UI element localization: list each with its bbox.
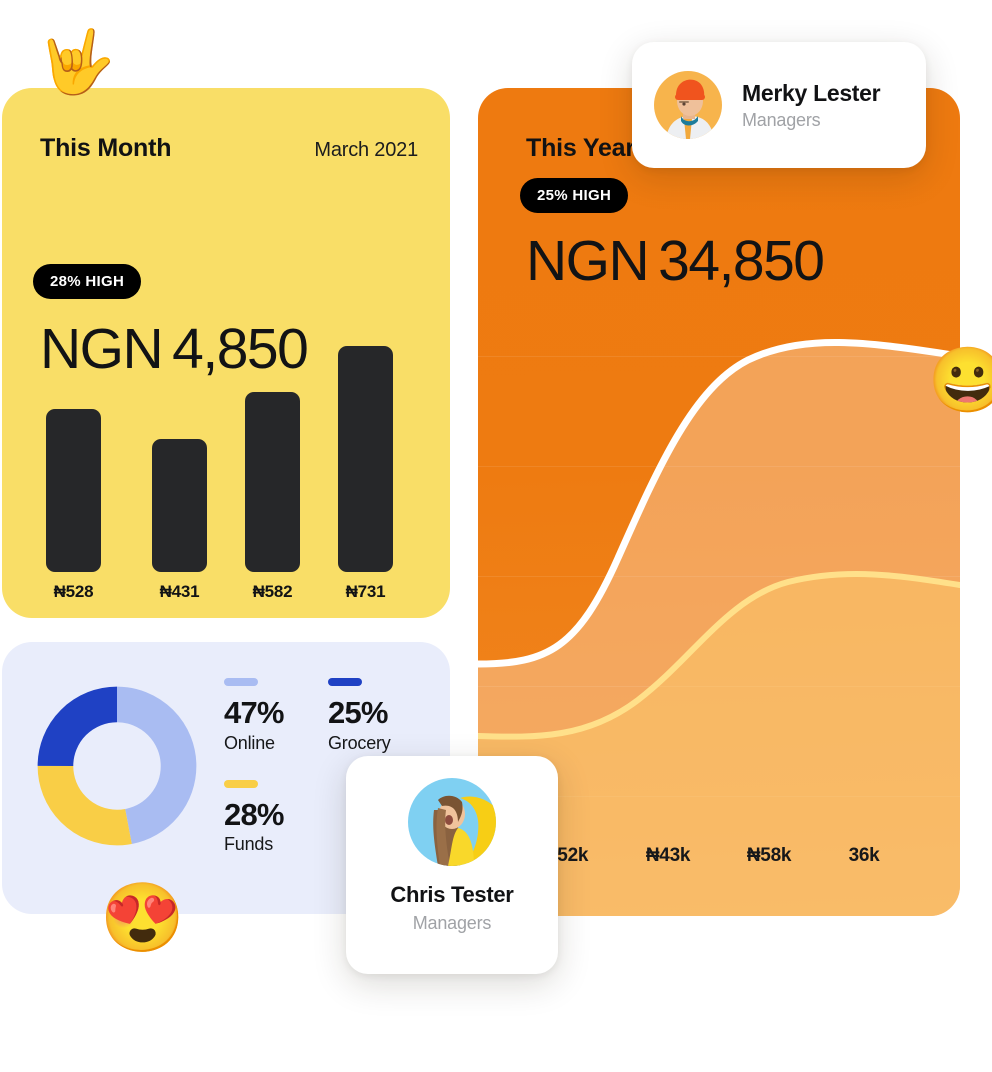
person-text-merky-lester: Merky Lester Managers <box>742 79 881 131</box>
smiling-face-with-hearts-eyes-emoji: 😍 <box>100 880 185 956</box>
x-axis-label-3: ₦58k <box>746 845 792 866</box>
grid-line <box>478 686 960 687</box>
bar-1 <box>46 409 101 572</box>
bar-label-3: ₦582 <box>252 582 293 601</box>
legend-item-grocery[interactable]: 25% Grocery <box>328 678 432 754</box>
avatar-chris-tester-image <box>408 778 496 866</box>
month-high-badge: 28% HIGH <box>33 264 142 299</box>
legend-swatch-online <box>224 678 258 686</box>
month-currency: NGN <box>40 317 164 381</box>
bar-label-2: ₦431 <box>159 582 200 601</box>
year-amount: NGN 34,850 <box>526 228 825 294</box>
month-card-period: March 2021 <box>314 139 418 161</box>
area-fill-lower <box>478 573 960 916</box>
legend-label-grocery: Grocery <box>328 732 391 753</box>
area-fill-upper <box>478 342 960 916</box>
area-line-lower <box>478 571 960 740</box>
legend-percent-online: 47% <box>224 695 284 730</box>
legend-percent-grocery: 25% <box>328 695 388 730</box>
month-bar-chart: ₦528 ₦431 ₦582 ₦731 <box>42 346 410 608</box>
legend-row-bottom: 28% Funds <box>224 779 434 856</box>
this-year-card[interactable]: This Year 25% HIGH NGN 34,850 ₦52k ₦43k ₦… <box>478 88 960 916</box>
bar-4 <box>338 346 393 572</box>
legend-swatch-funds <box>224 779 258 788</box>
month-card-title: This Month <box>40 134 172 162</box>
grinning-face-emoji: 😀 <box>928 344 992 416</box>
person-name-chris-tester: Chris Tester <box>390 882 514 907</box>
legend-item-online[interactable]: 47% Online <box>224 678 328 754</box>
legend-item-funds[interactable]: 28% Funds <box>224 779 328 856</box>
year-amount-value: 34,850 <box>658 229 825 293</box>
bar-column[interactable]: ₦731 <box>338 346 393 601</box>
bar-column[interactable]: ₦431 <box>152 439 207 601</box>
this-month-card[interactable]: This Month March 2021 28% HIGH NGN 4,850 … <box>2 88 450 618</box>
year-card-title: This Year <box>526 134 635 162</box>
year-area-chart <box>478 338 960 916</box>
avatar-merky-lester <box>654 71 722 139</box>
bar-column[interactable]: ₦582 <box>245 392 300 601</box>
person-card-chris-tester[interactable]: Chris Tester Managers <box>346 756 558 974</box>
month-amount: NGN 4,850 <box>40 316 309 382</box>
bar-label-1: ₦528 <box>53 582 94 601</box>
grid-line <box>478 466 960 467</box>
x-axis-label-4: 36k <box>848 845 880 866</box>
bar-label-4: ₦731 <box>345 582 386 601</box>
love-you-gesture-emoji: 🤟 <box>38 28 116 97</box>
legend-row-top: 47% Online 25% Grocery <box>224 678 434 754</box>
person-name-merky-lester: Merky Lester <box>742 79 881 106</box>
legend-label-funds: Funds <box>224 834 274 855</box>
avatar-merky-lester-image <box>654 71 722 139</box>
donut-chart-svg <box>37 686 197 846</box>
bar-3 <box>245 392 300 572</box>
legend-percent-funds: 28% <box>224 796 284 832</box>
donut-slice-online <box>37 686 197 846</box>
legend-swatch-grocery <box>328 678 362 686</box>
donut-slice-funds <box>37 686 197 846</box>
grid-line <box>478 356 960 357</box>
person-role-merky-lester: Managers <box>742 109 821 130</box>
avatar-chris-tester <box>408 778 496 866</box>
month-amount-value: 4,850 <box>172 317 309 381</box>
person-role-chris-tester: Managers <box>412 913 492 933</box>
area-line-upper <box>478 338 960 668</box>
x-axis-label-2: ₦43k <box>645 845 691 866</box>
grid-line <box>478 576 960 577</box>
year-high-badge: 25% HIGH <box>520 178 629 213</box>
person-card-merky-lester[interactable]: Merky Lester Managers <box>632 42 926 168</box>
legend-label-online: Online <box>224 732 275 753</box>
donut-legend: 47% Online 25% Grocery 28% Funds <box>224 678 434 855</box>
donut-chart[interactable] <box>36 685 198 847</box>
month-card-header: This Month March 2021 <box>40 134 418 163</box>
bar-2 <box>152 439 207 572</box>
bar-column[interactable]: ₦528 <box>46 409 101 601</box>
grid-line <box>478 796 960 797</box>
year-currency: NGN <box>526 229 650 293</box>
